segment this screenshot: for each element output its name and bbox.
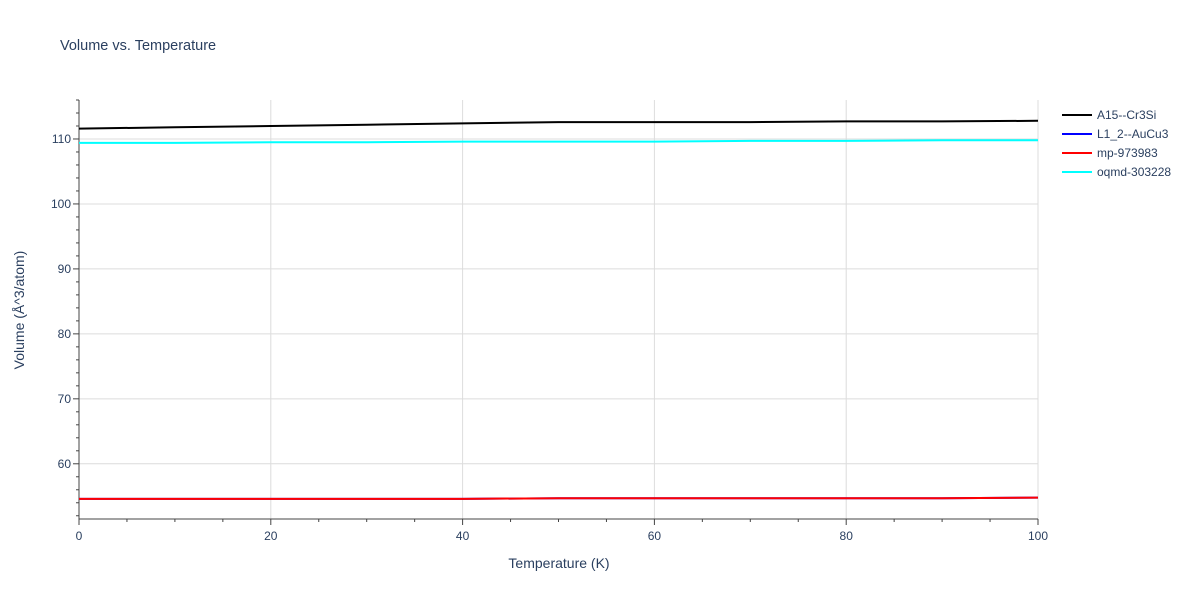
x-tick-label: 0 bbox=[76, 529, 83, 543]
y-tick-label: 60 bbox=[58, 457, 72, 471]
y-tick-label: 100 bbox=[51, 197, 71, 211]
chart-title: Volume vs. Temperature bbox=[60, 38, 216, 54]
legend-item[interactable]: mp-973983 bbox=[1062, 146, 1158, 160]
x-tick-label: 60 bbox=[648, 529, 662, 543]
legend-item[interactable]: A15--Cr3Si bbox=[1062, 108, 1156, 122]
legend-label: L1_2--AuCu3 bbox=[1097, 127, 1169, 141]
legend-label: mp-973983 bbox=[1097, 146, 1158, 160]
legend-label: A15--Cr3Si bbox=[1097, 108, 1156, 122]
y-tick-label: 110 bbox=[52, 132, 71, 146]
grid-lines bbox=[79, 100, 1039, 519]
x-axis-title: Temperature (K) bbox=[508, 555, 609, 571]
y-tick-label: 80 bbox=[58, 327, 72, 341]
x-tick-label: 40 bbox=[456, 529, 470, 543]
series-line bbox=[79, 139, 1038, 144]
legend-item[interactable]: oqmd-303228 bbox=[1062, 165, 1171, 179]
y-axis-title: Volume (Å^3/atom) bbox=[11, 251, 27, 370]
x-tick-label: 100 bbox=[1028, 529, 1048, 543]
legend[interactable]: A15--Cr3Si L1_2--AuCu3 mp-973983 oqmd-30322… bbox=[1062, 108, 1171, 179]
series-line bbox=[78, 119, 1039, 130]
series-line bbox=[79, 496, 1039, 500]
series-lines bbox=[78, 119, 1039, 500]
legend-item[interactable]: L1_2--AuCu3 bbox=[1062, 127, 1169, 141]
axes: 0 20 40 60 80 100 60 70 80 90 100 110 bbox=[51, 99, 1048, 543]
y-tick-label: 90 bbox=[58, 262, 72, 276]
x-tick-label: 20 bbox=[264, 529, 278, 543]
x-tick-label: 80 bbox=[840, 529, 854, 543]
legend-label: oqmd-303228 bbox=[1097, 165, 1171, 179]
y-tick-label: 70 bbox=[58, 392, 72, 406]
